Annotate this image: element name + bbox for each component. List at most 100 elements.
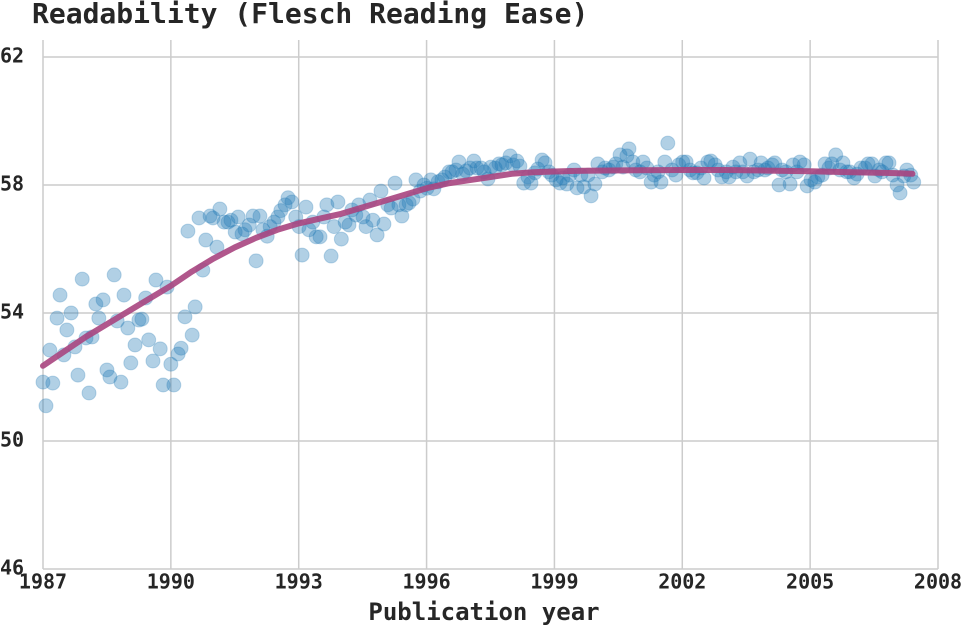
- data-point: [621, 141, 637, 157]
- data-point: [466, 153, 482, 169]
- data-point: [376, 216, 392, 232]
- data-point: [319, 197, 335, 213]
- data-point: [771, 177, 787, 193]
- x-tick-label: 1987: [19, 570, 67, 594]
- data-point: [326, 219, 342, 235]
- data-point: [145, 353, 161, 369]
- data-point: [237, 222, 253, 238]
- data-point: [70, 367, 86, 383]
- data-point: [448, 162, 464, 178]
- x-tick-label: 1990: [147, 570, 195, 594]
- data-point: [212, 201, 228, 217]
- data-point: [369, 227, 385, 243]
- data-point: [141, 332, 157, 348]
- data-point: [241, 217, 257, 233]
- data-point: [387, 175, 403, 191]
- data-point: [35, 374, 51, 390]
- y-tick-label: 50: [0, 428, 24, 452]
- data-point: [227, 224, 243, 240]
- data-point: [660, 135, 676, 151]
- data-point: [889, 177, 905, 193]
- grid: [42, 40, 939, 570]
- x-tick-label: 2008: [914, 570, 962, 594]
- x-tick-label: 2005: [786, 570, 834, 594]
- data-point: [163, 356, 179, 372]
- data-point: [131, 312, 147, 328]
- data-point: [223, 212, 239, 228]
- data-point: [245, 208, 261, 224]
- data-point: [878, 155, 894, 171]
- data-point: [491, 156, 507, 172]
- data-point: [134, 311, 150, 327]
- data-point: [509, 153, 525, 169]
- data-point: [81, 385, 97, 401]
- data-point: [220, 214, 236, 230]
- data-point: [444, 164, 460, 180]
- x-tick-label: 1993: [275, 570, 323, 594]
- data-point: [116, 287, 132, 303]
- data-point: [373, 183, 389, 199]
- data-point: [127, 337, 143, 353]
- data-point: [74, 271, 90, 287]
- data-point: [166, 377, 182, 393]
- data-point: [516, 175, 532, 191]
- data-point: [583, 188, 599, 204]
- data-point: [45, 375, 61, 391]
- data-point: [498, 155, 514, 171]
- data-point: [91, 310, 107, 326]
- data-point: [333, 231, 349, 247]
- data-point: [441, 164, 457, 180]
- x-tick-label: 1999: [530, 570, 578, 594]
- x-axis-label: Publication year: [368, 598, 599, 626]
- data-point: [102, 369, 118, 385]
- data-point: [576, 179, 592, 195]
- data-point: [187, 299, 203, 315]
- data-point: [799, 178, 815, 194]
- data-point: [294, 247, 310, 263]
- data-point: [230, 209, 246, 225]
- data-point: [280, 190, 296, 206]
- data-point: [59, 322, 75, 338]
- chart-title: Readability (Flesch Reading Ease): [32, 0, 588, 30]
- data-point: [198, 232, 214, 248]
- data-point: [191, 210, 207, 226]
- data-point: [552, 175, 568, 191]
- data-point: [473, 160, 489, 176]
- data-point: [807, 174, 823, 190]
- data-point: [120, 320, 136, 336]
- data-point: [205, 210, 221, 226]
- data-point: [177, 309, 193, 325]
- data-point: [559, 176, 575, 192]
- data-point: [612, 147, 628, 163]
- data-point: [63, 305, 79, 321]
- data-point: [152, 341, 168, 357]
- data-point: [173, 340, 189, 356]
- data-point: [619, 148, 635, 164]
- data-point: [180, 223, 196, 239]
- data-point: [216, 214, 232, 230]
- data-point: [330, 194, 346, 210]
- data-point: [341, 217, 357, 233]
- data-point: [828, 147, 844, 163]
- data-point: [202, 208, 218, 224]
- data-point: [653, 174, 669, 190]
- data-point: [308, 229, 324, 245]
- data-point: [184, 327, 200, 343]
- data-point: [284, 194, 300, 210]
- data-point: [52, 287, 68, 303]
- x-tick-label: 1996: [402, 570, 450, 594]
- data-point: [451, 154, 467, 170]
- y-tick-label: 54: [0, 300, 24, 324]
- data-point: [95, 292, 111, 308]
- data-point: [38, 398, 54, 414]
- data-point: [113, 374, 129, 390]
- data-point: [88, 296, 104, 312]
- data-point: [523, 175, 539, 191]
- data-point: [49, 310, 65, 326]
- data-point: [365, 212, 381, 228]
- data-point: [494, 157, 510, 173]
- data-point: [782, 176, 798, 192]
- data-point: [469, 160, 485, 176]
- data-point: [358, 219, 374, 235]
